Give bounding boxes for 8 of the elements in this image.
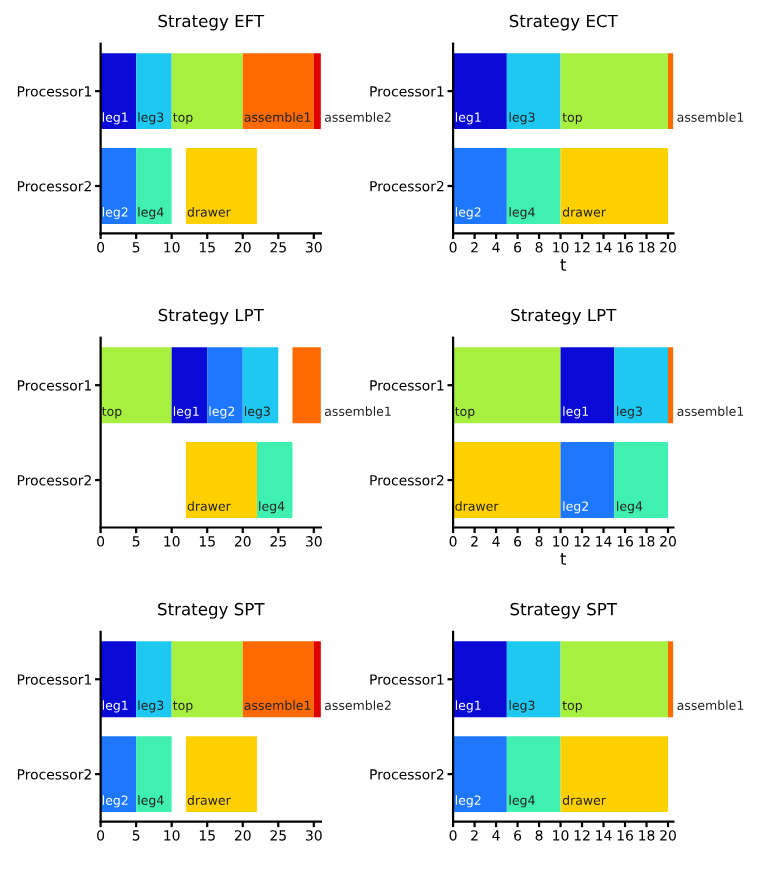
chart-title: Strategy EFT <box>158 14 265 31</box>
chart-title: Strategy SPT <box>510 602 618 619</box>
chart-title: Strategy ECT <box>509 14 618 31</box>
chart-title: Strategy LPT <box>158 308 264 325</box>
x-axis-title: t <box>560 258 567 271</box>
x-axis-title: t <box>560 553 567 565</box>
chart-title: Strategy SPT <box>158 602 265 619</box>
chart-title: Strategy LPT <box>511 308 617 325</box>
